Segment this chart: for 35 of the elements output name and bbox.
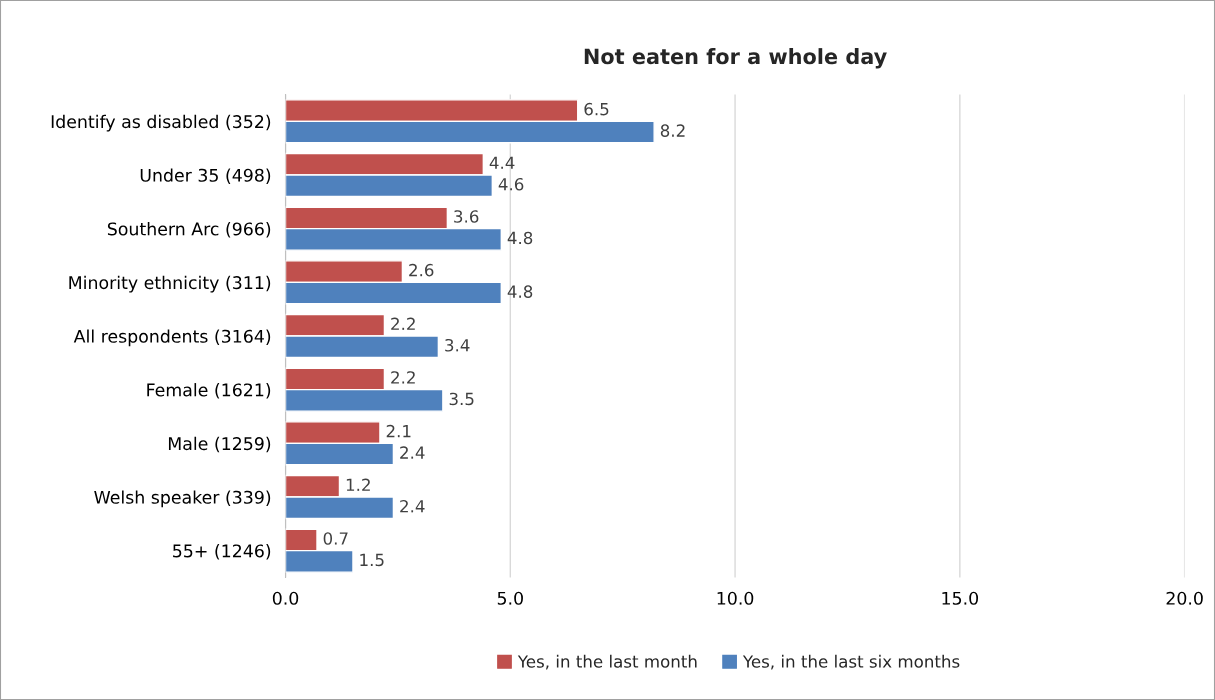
data-label: 2.1 bbox=[386, 424, 411, 438]
data-label: 6.5 bbox=[584, 102, 609, 116]
data-label: 3.6 bbox=[454, 210, 479, 223]
y-tick-label: All respondents (3164) bbox=[73, 329, 271, 347]
y-tick-label: Female (1621) bbox=[147, 383, 271, 399]
data-label: 4.6 bbox=[498, 177, 524, 191]
data-label: 2.6 bbox=[409, 263, 434, 277]
x-tick-label: 5.0 bbox=[497, 591, 523, 605]
y-tick-label: Southern Arc (966) bbox=[107, 222, 271, 238]
y-tick-label: Identify as disabled (352) bbox=[51, 114, 271, 132]
data-label: 2.4 bbox=[400, 446, 425, 459]
data-label: 0.7 bbox=[323, 532, 348, 545]
data-label: 2.4 bbox=[400, 499, 425, 513]
x-tick-label: 20.0 bbox=[1166, 591, 1203, 605]
x-tick-label: 15.0 bbox=[942, 591, 979, 605]
data-label: 3.5 bbox=[449, 392, 474, 406]
y-tick-label: Minority ethnicity (311) bbox=[69, 275, 271, 293]
data-label: 4.8 bbox=[507, 285, 533, 298]
data-label: 2.2 bbox=[391, 371, 415, 384]
x-tick-label: 0.0 bbox=[272, 591, 299, 605]
chart-title: Not eaten for a whole day bbox=[584, 48, 887, 69]
data-label: 3.4 bbox=[445, 338, 470, 352]
legend-label: Yes, in the last month bbox=[517, 654, 697, 670]
y-tick-label: Male (1259) bbox=[168, 436, 271, 453]
data-label: 4.8 bbox=[507, 231, 533, 245]
data-label: 8.2 bbox=[660, 124, 685, 137]
y-tick-label: Under 35 (498) bbox=[140, 168, 271, 184]
data-label: 2.2 bbox=[391, 317, 415, 330]
data-label: 1.5 bbox=[360, 553, 384, 567]
y-tick-label: 55+ (1246) bbox=[173, 544, 271, 560]
legend-label: Yes, in the last six months bbox=[742, 654, 960, 670]
y-tick-label: Welsh speaker (339) bbox=[94, 490, 271, 508]
x-tick-label: 10.0 bbox=[717, 591, 754, 605]
data-label: 4.4 bbox=[489, 156, 515, 169]
data-label: 1.2 bbox=[346, 478, 370, 491]
